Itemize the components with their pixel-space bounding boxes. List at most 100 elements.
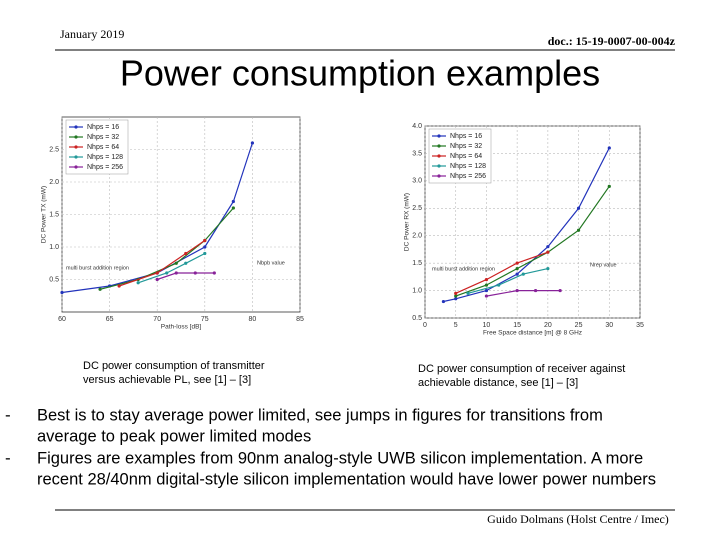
data-point bbox=[203, 245, 207, 249]
x-axis-label: Free Space distance [m] @ 8 GHz bbox=[483, 330, 582, 337]
legend-swatch bbox=[74, 155, 78, 159]
legend-swatch bbox=[437, 134, 441, 138]
legend-swatch bbox=[437, 144, 441, 148]
x-tick-label: 85 bbox=[296, 316, 304, 323]
data-point bbox=[521, 272, 525, 276]
data-point bbox=[231, 199, 235, 204]
x-tick-label: 0 bbox=[423, 322, 427, 329]
annotation: multi burst addition region bbox=[432, 266, 495, 272]
footer: Guido Dolmans (Holst Centre / Imec) bbox=[487, 512, 669, 526]
data-point bbox=[515, 261, 519, 265]
y-tick-label: 1.0 bbox=[49, 244, 59, 251]
data-point bbox=[60, 290, 64, 295]
series-line bbox=[455, 251, 549, 294]
data-point bbox=[454, 291, 458, 295]
x-tick-label: 10 bbox=[483, 322, 491, 329]
data-point bbox=[546, 267, 550, 271]
data-point bbox=[515, 267, 519, 271]
x-tick-label: 70 bbox=[153, 316, 161, 323]
series-line bbox=[118, 240, 206, 287]
y-tick-label: 3.0 bbox=[412, 178, 422, 185]
data-point bbox=[155, 271, 159, 275]
data-point bbox=[484, 294, 489, 298]
data-point bbox=[484, 283, 489, 287]
legend-swatch bbox=[437, 164, 441, 168]
legend-label: Nhps = 128 bbox=[87, 154, 123, 161]
y-tick-label: 4.0 bbox=[412, 123, 422, 130]
legend-label: Nhps = 32 bbox=[87, 134, 119, 141]
x-tick-label: 80 bbox=[249, 316, 257, 323]
y-tick-label: 0.5 bbox=[412, 315, 422, 322]
series-line bbox=[467, 268, 549, 294]
data-point bbox=[484, 288, 489, 293]
y-axis-label: DC Power TX (mW) bbox=[41, 186, 48, 243]
x-tick-label: 5 bbox=[454, 322, 458, 329]
y-tick-label: 2.5 bbox=[412, 205, 422, 212]
y-tick-label: 2.5 bbox=[49, 146, 59, 153]
y-tick-label: 3.5 bbox=[412, 150, 422, 157]
data-point bbox=[558, 288, 562, 293]
x-tick-label: 65 bbox=[106, 316, 114, 323]
legend-swatch bbox=[74, 145, 78, 149]
y-tick-label: 1.0 bbox=[412, 287, 422, 294]
legend-swatch bbox=[74, 135, 78, 139]
data-point bbox=[184, 261, 188, 265]
x-axis-label: Path-loss [dB] bbox=[161, 324, 202, 331]
series-line bbox=[138, 252, 206, 284]
data-point bbox=[497, 283, 501, 287]
legend-label: Nhps = 16 bbox=[450, 133, 482, 140]
x-tick-label: 35 bbox=[636, 322, 644, 329]
annotation: multi burst addition region bbox=[66, 265, 129, 271]
data-point bbox=[174, 271, 178, 275]
annotation: Nbpb value bbox=[257, 260, 285, 266]
data-point bbox=[576, 228, 581, 232]
x-tick-label: 60 bbox=[58, 316, 66, 323]
caption: versus achievable PL, see [1] – [3] bbox=[83, 374, 251, 386]
data-point bbox=[212, 271, 216, 275]
data-point bbox=[98, 287, 102, 291]
bullet-text: average to peak power limited modes bbox=[37, 427, 311, 445]
legend-swatch bbox=[74, 165, 78, 169]
data-point bbox=[203, 251, 207, 256]
header-doc: doc.: 15-19-0007-00-004z bbox=[548, 34, 676, 48]
caption: DC power consumption of transmitter bbox=[83, 360, 265, 372]
y-tick-label: 2.0 bbox=[49, 179, 59, 186]
data-point bbox=[136, 281, 140, 285]
caption: achievable distance, see [1] – [3] bbox=[418, 377, 578, 389]
series-line bbox=[455, 185, 610, 297]
data-point bbox=[174, 261, 178, 265]
y-tick-label: 2.0 bbox=[412, 233, 422, 240]
x-tick-label: 30 bbox=[605, 322, 613, 329]
bullet-text: recent 28/40nm digital-style silicon imp… bbox=[37, 470, 656, 488]
bullet-marker: - bbox=[5, 448, 11, 467]
data-point bbox=[515, 272, 519, 276]
legend-label: Nhps = 64 bbox=[87, 144, 119, 151]
legend-swatch bbox=[437, 154, 441, 158]
data-point bbox=[546, 245, 550, 249]
slide-title: Power consumption examples bbox=[120, 53, 600, 94]
y-tick-label: 1.5 bbox=[412, 260, 422, 267]
data-point bbox=[454, 294, 458, 298]
x-tick-label: 20 bbox=[544, 322, 552, 329]
y-axis-label: DC Power RX (mW) bbox=[404, 193, 411, 251]
data-point bbox=[484, 278, 489, 282]
legend-swatch bbox=[74, 125, 78, 129]
data-point bbox=[117, 284, 121, 288]
header-date: January 2019 bbox=[60, 27, 124, 41]
bullet-marker: - bbox=[5, 405, 11, 424]
x-tick-label: 15 bbox=[513, 322, 521, 329]
data-point bbox=[184, 251, 188, 256]
data-point bbox=[466, 291, 470, 295]
legend-label: Nhps = 256 bbox=[450, 173, 486, 180]
legend-label: Nhps = 128 bbox=[450, 163, 486, 170]
legend-label: Nhps = 16 bbox=[87, 124, 119, 131]
legend-swatch bbox=[437, 174, 441, 178]
annotation: Nrep value bbox=[590, 262, 617, 268]
data-point bbox=[165, 271, 169, 275]
series-line bbox=[157, 272, 215, 281]
bullet-text: Figures are examples from 90nm analog-st… bbox=[37, 449, 643, 467]
data-point bbox=[155, 277, 159, 282]
data-point bbox=[250, 141, 254, 145]
data-point bbox=[546, 250, 550, 254]
